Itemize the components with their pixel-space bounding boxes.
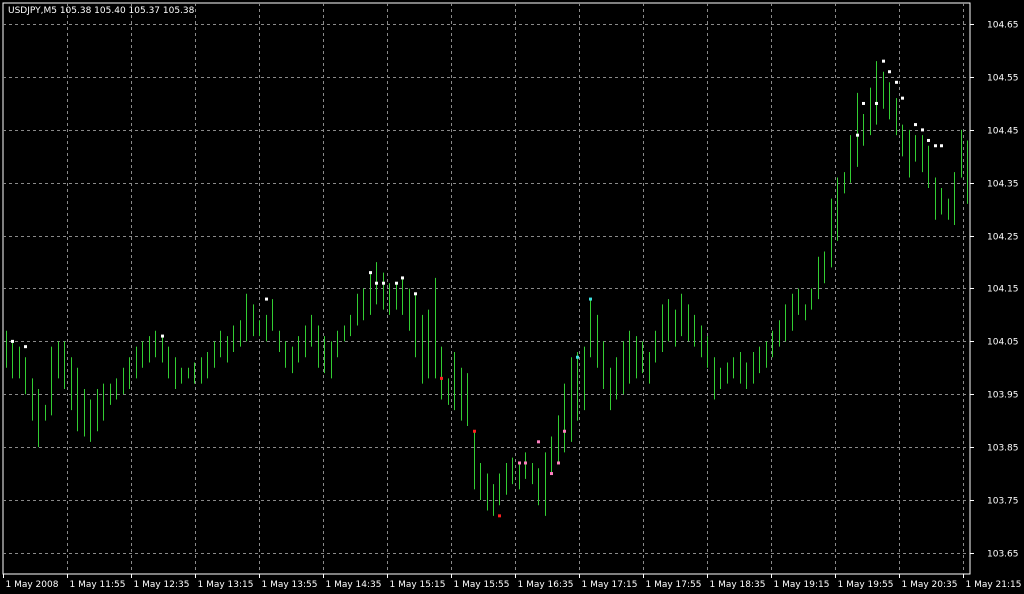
y-tick-label: 103.85 bbox=[987, 444, 1019, 454]
x-tick-label: 1 May 19:15 bbox=[774, 580, 830, 590]
price-marker bbox=[563, 429, 566, 433]
x-tick-label: 1 May 2008 bbox=[6, 580, 59, 590]
price-marker bbox=[895, 80, 898, 84]
symbol-header: USDJPY,M5 105.38 105.40 105.37 105.38 bbox=[8, 6, 195, 16]
x-tick-label: 1 May 17:15 bbox=[582, 580, 638, 590]
price-marker bbox=[498, 514, 501, 518]
price-marker bbox=[265, 297, 268, 301]
x-tick-label: 1 May 11:55 bbox=[70, 580, 126, 590]
price-marker bbox=[888, 70, 891, 74]
price-markers bbox=[11, 59, 943, 518]
price-marker bbox=[940, 144, 943, 148]
y-tick-label: 103.95 bbox=[987, 391, 1019, 401]
price-marker bbox=[557, 461, 560, 465]
x-axis: 1 May 2008 1 May 11:55 1 May 12:35 1 May 13… bbox=[3, 574, 1022, 590]
x-tick-label: 1 May 16:35 bbox=[518, 580, 574, 590]
x-tick-label: 1 May 19:55 bbox=[838, 580, 894, 590]
price-marker bbox=[395, 281, 398, 285]
price-marker bbox=[934, 144, 937, 148]
price-marker bbox=[440, 376, 443, 380]
price-marker bbox=[524, 461, 527, 465]
price-marker bbox=[11, 339, 14, 343]
price-marker bbox=[414, 292, 417, 296]
x-tick-label: 1 May 13:15 bbox=[198, 580, 254, 590]
price-marker bbox=[862, 101, 865, 105]
y-tick-label: 103.65 bbox=[987, 550, 1019, 560]
y-tick-label: 104.45 bbox=[987, 127, 1019, 137]
price-marker bbox=[901, 96, 904, 100]
x-tick-label: 1 May 17:55 bbox=[646, 580, 702, 590]
grid bbox=[3, 3, 970, 574]
price-marker bbox=[576, 355, 579, 359]
y-tick-label: 104.05 bbox=[987, 338, 1019, 348]
x-tick-label: 1 May 18:35 bbox=[710, 580, 766, 590]
y-tick-label: 104.15 bbox=[987, 285, 1019, 295]
x-tick-label: 1 May 14:35 bbox=[326, 580, 382, 590]
price-bars bbox=[6, 61, 968, 516]
x-tick-label: 1 May 12:35 bbox=[134, 580, 190, 590]
price-marker bbox=[550, 472, 553, 476]
x-tick-label: 1 May 15:55 bbox=[454, 580, 510, 590]
price-marker bbox=[927, 138, 930, 142]
price-marker bbox=[382, 281, 385, 285]
y-tick-label: 103.75 bbox=[987, 497, 1019, 507]
x-tick-label: 1 May 21:15 bbox=[966, 580, 1022, 590]
x-tick-label: 1 May 13:55 bbox=[262, 580, 318, 590]
price-marker bbox=[161, 334, 164, 338]
price-marker bbox=[537, 440, 540, 444]
y-axis: 104.65 104.55 104.45 104.35 104.25 104.15 104.… bbox=[970, 21, 1019, 560]
price-marker bbox=[875, 101, 878, 105]
price-marker bbox=[24, 345, 27, 349]
y-tick-label: 104.55 bbox=[987, 74, 1019, 84]
price-marker bbox=[473, 429, 476, 433]
price-marker bbox=[401, 276, 404, 280]
price-marker bbox=[518, 461, 521, 465]
y-tick-label: 104.65 bbox=[987, 21, 1019, 31]
price-marker bbox=[914, 123, 917, 127]
y-tick-label: 104.35 bbox=[987, 180, 1019, 190]
x-tick-label: 1 May 20:35 bbox=[902, 580, 958, 590]
price-marker bbox=[589, 297, 592, 301]
price-marker bbox=[856, 133, 859, 137]
price-marker bbox=[921, 128, 924, 132]
x-tick-label: 1 May 15:15 bbox=[390, 580, 446, 590]
price-marker bbox=[375, 281, 378, 285]
price-marker bbox=[369, 271, 372, 275]
price-marker bbox=[882, 59, 885, 63]
y-tick-label: 104.25 bbox=[987, 233, 1019, 243]
